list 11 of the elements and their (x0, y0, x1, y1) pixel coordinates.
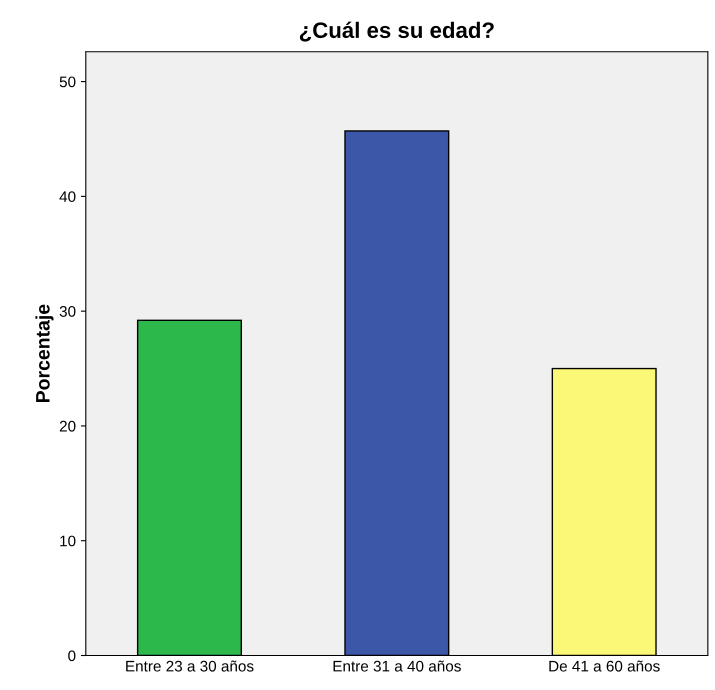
y-tick-label: 10 (60, 536, 76, 546)
x-tick-label: Entre 23 a 30 años (126, 660, 254, 672)
y-tick-label: 20 (60, 420, 76, 432)
y-axis-title: Porcentaje (35, 304, 54, 402)
x-tick-label: De 41 a 60 años (549, 660, 660, 672)
x-tick-label: Entre 31 a 40 años (334, 660, 461, 672)
y-tick-label: 50 (60, 76, 76, 88)
y-tick-label: 0 (68, 650, 76, 662)
chart-title: ¿Cuál es su edad? (300, 22, 494, 42)
y-tick-label: 40 (59, 191, 76, 202)
y-tick-label: 30 (60, 306, 76, 317)
